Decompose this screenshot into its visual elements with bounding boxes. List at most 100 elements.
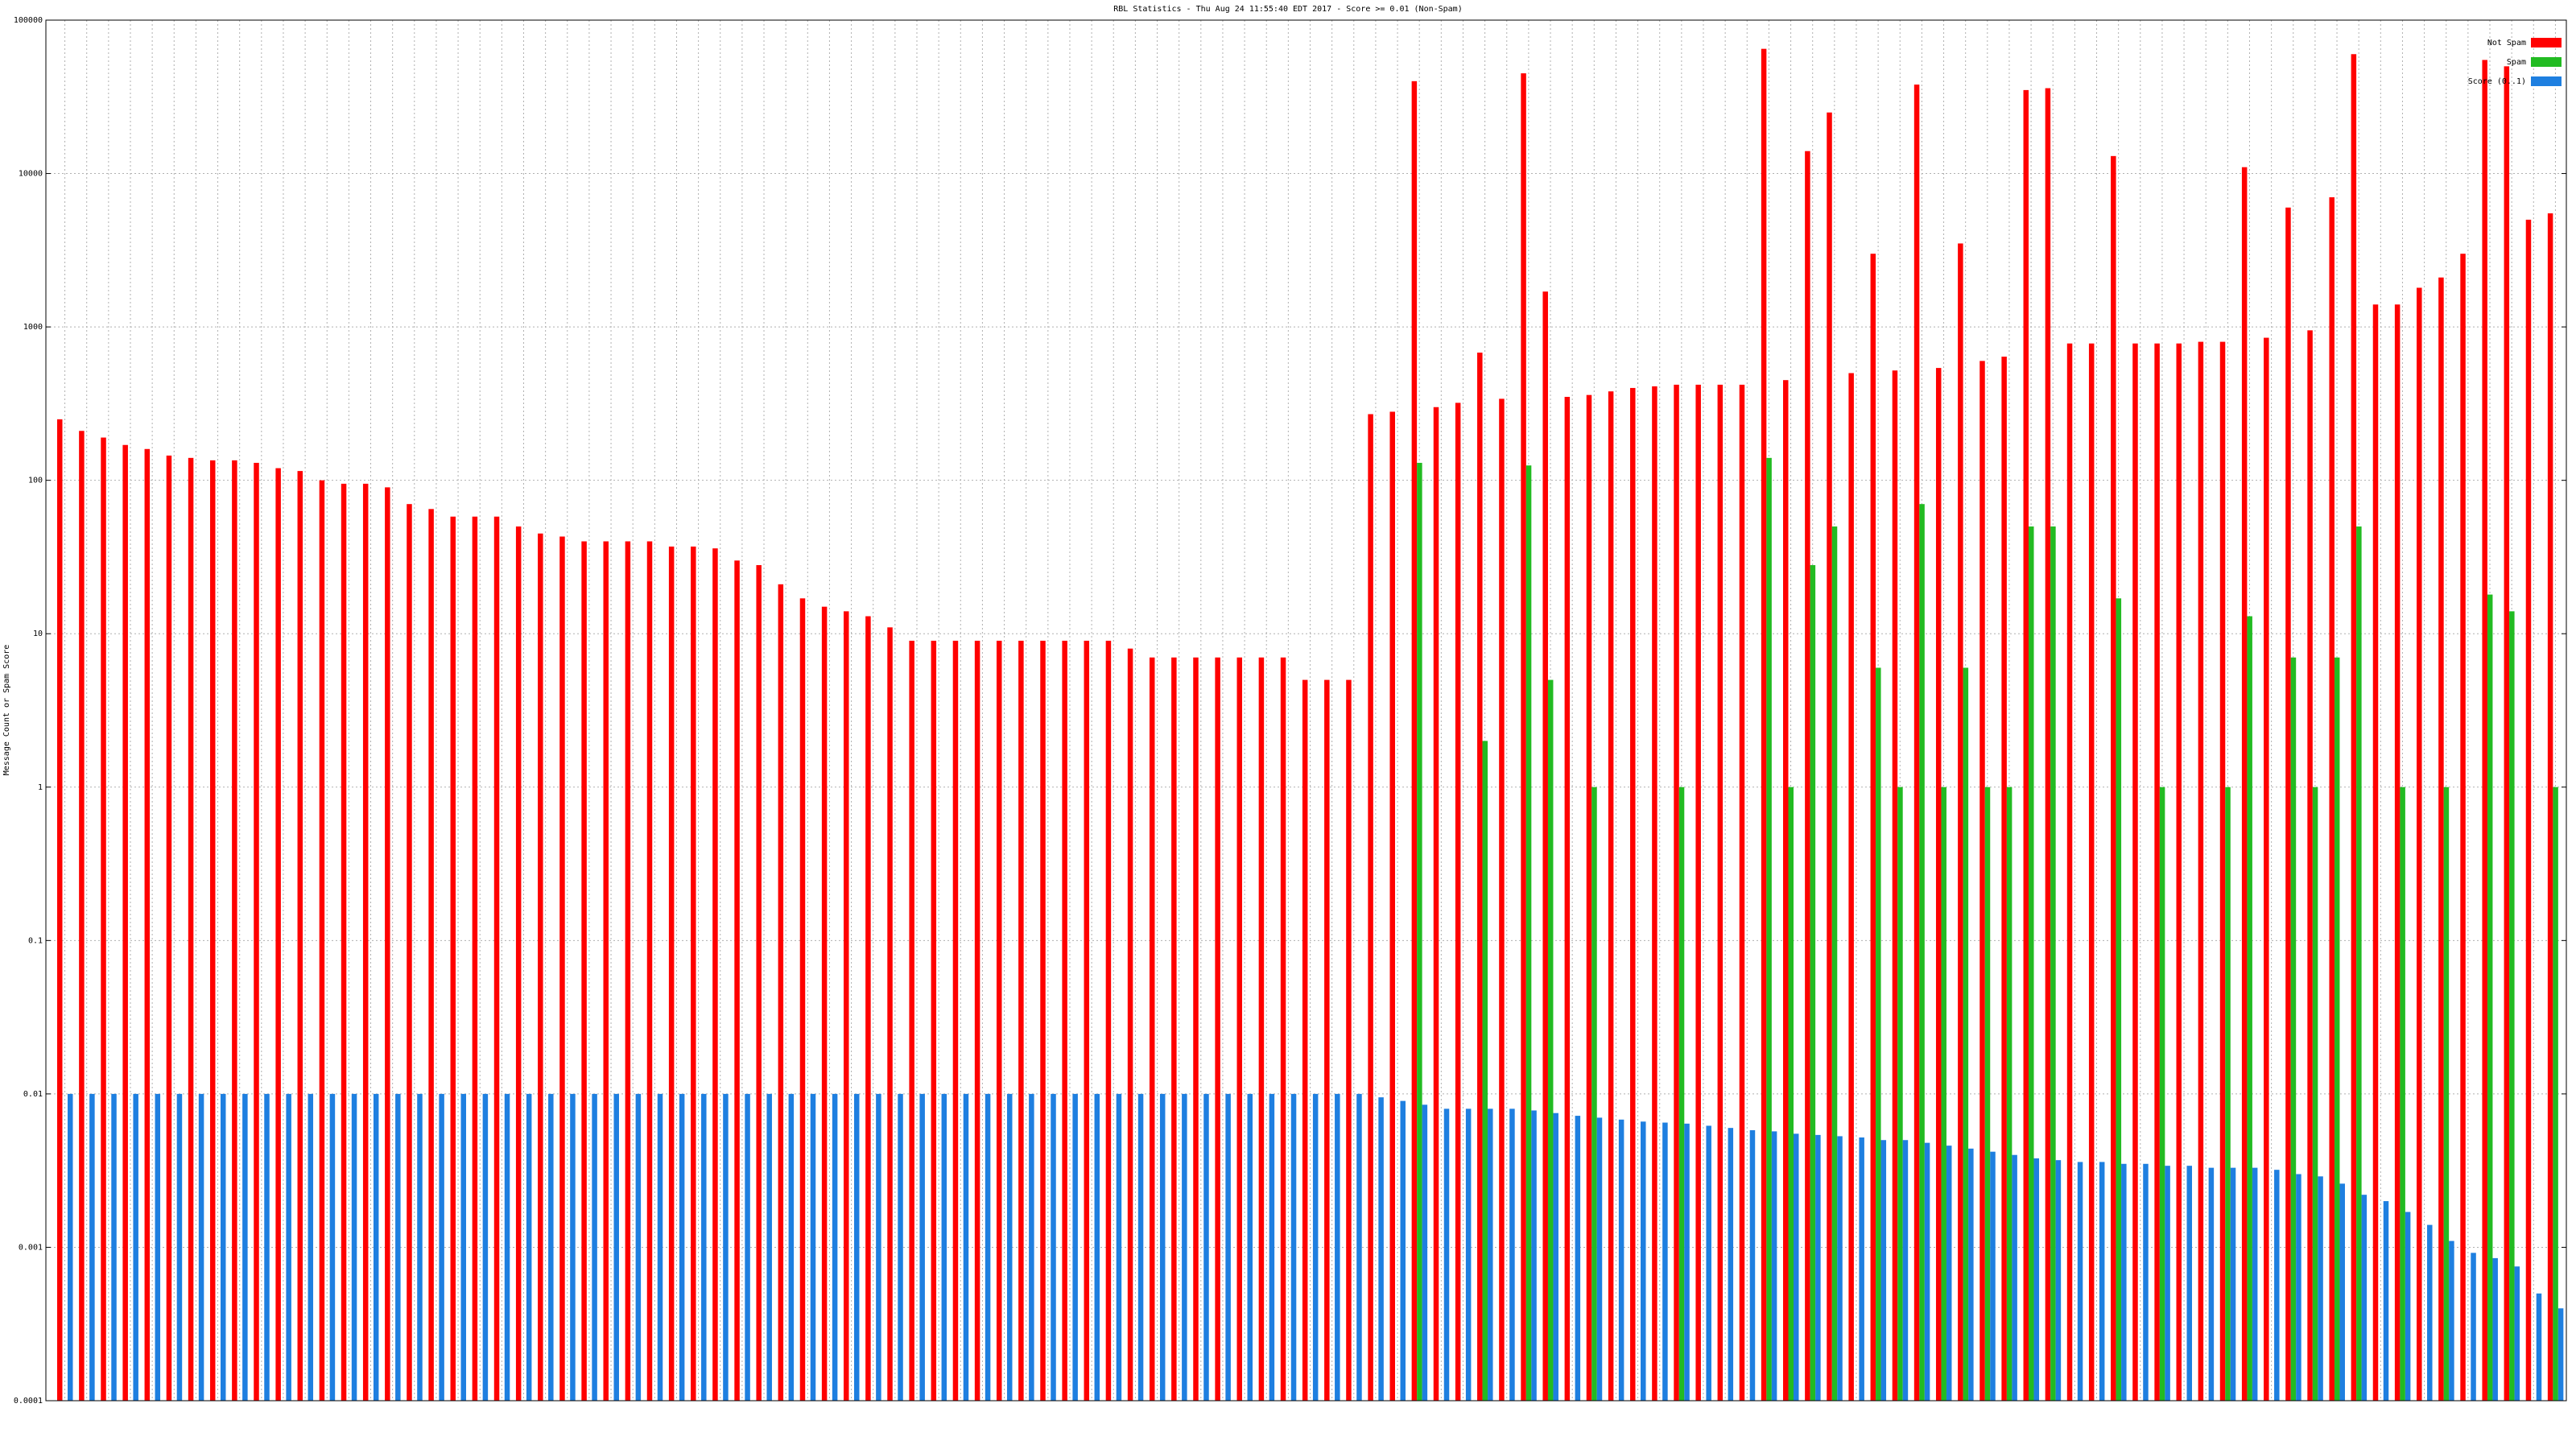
bar: [2077, 1162, 2083, 1401]
bar: [493, 516, 500, 1401]
bar: [1810, 565, 1816, 1401]
bar: [1771, 1131, 1777, 1401]
bar: [1525, 465, 1532, 1401]
bar: [1788, 786, 1794, 1401]
bar: [2066, 343, 2073, 1401]
bar: [1924, 1142, 1930, 1401]
bar: [385, 487, 390, 1401]
bar: [1652, 386, 1657, 1401]
bar: [1870, 254, 1876, 1401]
bar: [1411, 80, 1418, 1401]
bar: [2339, 1183, 2345, 1401]
bar: [1641, 1121, 1646, 1401]
bar: [1193, 657, 1199, 1401]
bar: [1782, 380, 1789, 1402]
bar: [2264, 337, 2269, 1401]
bar: [1662, 1122, 1668, 1401]
bar: [2536, 1293, 2542, 1401]
bar: [679, 1093, 685, 1401]
bar: [254, 462, 259, 1401]
y-tick-label: 0.0001: [14, 1397, 43, 1406]
bar: [286, 1093, 291, 1401]
bar: [756, 565, 762, 1401]
y-tick-label: 10000: [19, 170, 43, 179]
bar: [1913, 85, 1920, 1401]
bar: [2460, 254, 2466, 1401]
bar: [2361, 1195, 2368, 1401]
bar: [2525, 219, 2532, 1402]
bar: [395, 1093, 401, 1401]
bar: [1171, 657, 1177, 1401]
bar: [821, 606, 828, 1401]
bar: [1564, 396, 1571, 1402]
bar: [2159, 786, 2165, 1401]
bar: [1695, 384, 1701, 1401]
bar: [2252, 1167, 2258, 1401]
bar: [1094, 1093, 1100, 1401]
bar: [2208, 1167, 2215, 1401]
bar: [876, 1093, 881, 1401]
bar: [1433, 407, 1439, 1402]
bar: [1984, 786, 1991, 1401]
legend-label: Score (0..1): [2468, 77, 2526, 86]
bar: [111, 1093, 117, 1401]
bar: [2438, 277, 2444, 1401]
legend-swatch: [2531, 57, 2562, 67]
bar: [2482, 60, 2487, 1401]
bar: [2427, 1224, 2433, 1401]
bar: [2443, 786, 2450, 1401]
bar: [2143, 1163, 2149, 1401]
bar: [581, 541, 587, 1401]
bar: [1509, 1108, 1515, 1401]
bar: [2033, 1158, 2040, 1401]
bar: [1280, 657, 1286, 1401]
bar: [2400, 786, 2405, 1401]
bar: [2553, 786, 2558, 1401]
bar: [133, 1093, 138, 1401]
bar: [559, 536, 565, 1402]
chart-title: RBL Statistics - Thu Aug 24 11:55:40 EDT…: [1113, 5, 1462, 14]
bar: [1815, 1134, 1821, 1401]
y-tick-label: 0.01: [23, 1090, 43, 1099]
bar: [919, 1093, 925, 1401]
bar: [625, 541, 631, 1401]
bar: [2351, 54, 2357, 1401]
bar: [2006, 786, 2013, 1401]
bar: [2547, 213, 2553, 1401]
y-axis-label: Message Count or Spam Score: [2, 645, 11, 776]
bar: [2219, 341, 2226, 1401]
bar: [1902, 1140, 1909, 1401]
bar: [2492, 1257, 2498, 1401]
bar: [198, 1093, 204, 1401]
bar: [1062, 640, 1067, 1401]
bar: [1368, 414, 1373, 1401]
bar: [2165, 1166, 2170, 1401]
bar: [1488, 1108, 1493, 1401]
y-tick-label: 1000: [23, 323, 43, 332]
bar: [68, 1093, 73, 1401]
bar: [1946, 1146, 1952, 1401]
bar: [1831, 526, 1838, 1402]
bar: [592, 1093, 597, 1401]
legend-swatch: [2531, 76, 2562, 86]
bar: [613, 1093, 619, 1401]
bar: [1848, 373, 1854, 1401]
bar: [515, 526, 522, 1402]
bar: [2312, 786, 2318, 1401]
bar: [2471, 1253, 2476, 1401]
y-tick-label: 0.001: [19, 1243, 43, 1252]
bar: [209, 460, 216, 1402]
bar: [1269, 1093, 1275, 1401]
bar: [1465, 1108, 1472, 1401]
bar: [1678, 786, 1685, 1401]
y-tick-label: 0.1: [28, 936, 43, 945]
bar: [974, 640, 980, 1401]
bar: [1608, 391, 1614, 1401]
bar: [1346, 679, 1352, 1401]
bar: [1876, 667, 1881, 1401]
bar: [89, 1093, 95, 1401]
bar: [898, 1093, 903, 1401]
bar: [1127, 648, 1133, 1401]
bar: [308, 1093, 314, 1401]
bar: [1739, 384, 1745, 1401]
